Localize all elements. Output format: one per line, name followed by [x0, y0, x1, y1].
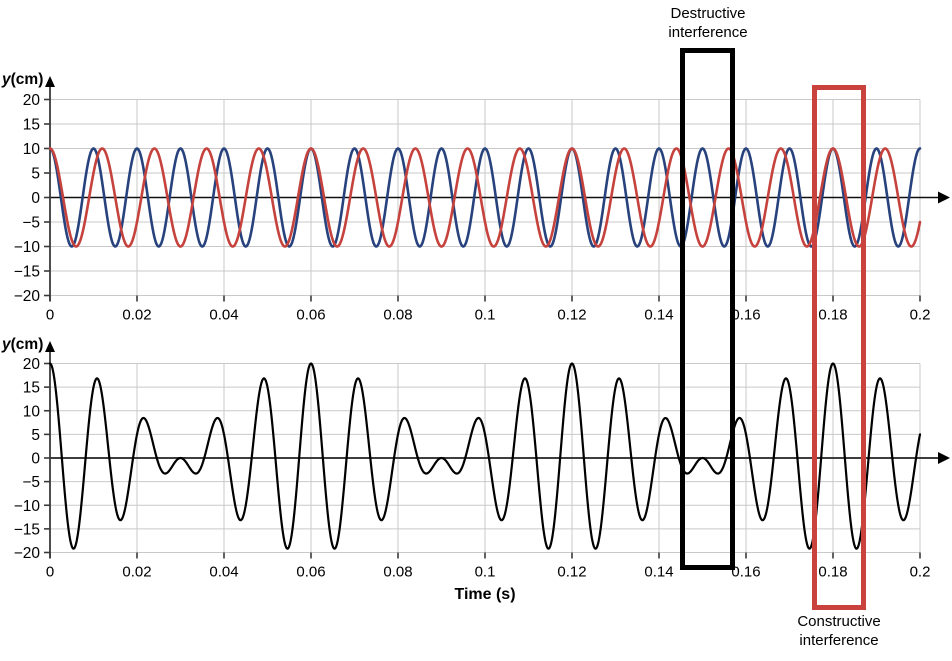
x-tick-label: 0.12 [557, 307, 586, 324]
y-tick-label: −5 [22, 215, 40, 232]
y-axis-arrow-icon [45, 341, 55, 352]
x-tick-label: 0.02 [122, 307, 151, 324]
x-tick-label: 0 [46, 564, 54, 581]
y-tick-label: −10 [14, 498, 41, 515]
x-tick-label: 0.14 [644, 307, 673, 324]
x-tick-label: 0.2 [910, 307, 931, 324]
bottom-plot-y-axis-label: y(cm) [2, 336, 50, 354]
x-tick-label: 0.04 [209, 564, 238, 581]
y-axis-unit: (cm) [10, 71, 44, 88]
y-tick-label: 20 [23, 92, 41, 109]
x-tick-label: 0.12 [557, 564, 586, 581]
destructive-interference-label: Destructive interference [668, 5, 748, 41]
x-tick-label: 0.14 [644, 564, 673, 581]
x-tick-label: 0.04 [209, 307, 238, 324]
x-tick-label: 0.08 [383, 564, 412, 581]
y-tick-label: 0 [31, 451, 40, 468]
x-tick-label: 0.16 [731, 564, 760, 581]
x-tick-label: 0.18 [818, 564, 847, 581]
y-tick-label: 0 [31, 190, 40, 207]
y-tick-label: −20 [14, 545, 41, 562]
x-axis-arrow-icon [938, 452, 950, 464]
x-tick-label: 0.06 [296, 564, 325, 581]
y-tick-label: 10 [23, 141, 41, 158]
x-tick-label: 0.1 [475, 307, 496, 324]
bottom-plot-y-axis [45, 341, 55, 559]
x-tick-label: 0.16 [731, 307, 760, 324]
y-tick-label: −15 [14, 521, 40, 538]
y-tick-label: 15 [23, 117, 40, 134]
y-tick-label: 15 [23, 380, 40, 397]
constructive-interference-label: Constructive interference [797, 613, 881, 649]
bottom-plot-y-ticks: 20 15 10 5 0 −5 −10 −15 −20 [14, 356, 50, 562]
y-tick-label: 10 [23, 403, 41, 420]
destructive-interference-box [680, 48, 735, 570]
y-axis-arrow-icon [45, 76, 55, 87]
x-tick-label: 0.06 [296, 307, 325, 324]
bottom-plot-x-axis [50, 452, 950, 464]
constructive-interference-box [812, 85, 866, 610]
top-plot-x-ticks: 0 0.02 0.04 0.06 0.08 0.1 0.12 0.14 0.16 0.18 0.2 [46, 295, 931, 324]
y-tick-label: −15 [14, 264, 40, 281]
y-tick-label: 20 [23, 356, 41, 373]
x-tick-label: 0 [46, 307, 54, 324]
wave-1-curve [48, 147, 922, 248]
x-tick-label: 0.2 [910, 564, 931, 581]
x-axis-arrow-icon [938, 191, 950, 204]
top-plot-y-axis [45, 76, 55, 302]
y-axis-variable: y [2, 336, 11, 353]
superposition-wave-curve [48, 362, 922, 550]
y-tick-label: 5 [31, 427, 40, 444]
bottom-plot-x-ticks: 0 0.02 0.04 0.06 0.08 0.1 0.12 0.14 0.16 0.18 0.2 [46, 552, 931, 581]
x-tick-label: 0.18 [818, 307, 847, 324]
top-plot-y-axis-label: y(cm) [2, 71, 50, 89]
x-tick-label: 0.02 [122, 564, 151, 581]
y-axis-unit: (cm) [10, 336, 44, 353]
y-axis-variable: y [2, 71, 11, 88]
time-axis-label: Time (s) [454, 586, 516, 603]
y-tick-label: −10 [14, 239, 41, 256]
top-plot-x-axis [50, 191, 950, 204]
y-tick-label: −20 [14, 288, 41, 305]
top-plot-y-ticks: 20 15 10 5 0 −5 −10 −15 −20 [14, 92, 50, 305]
y-tick-label: −5 [22, 474, 40, 491]
wave-2-curve [48, 147, 922, 248]
x-tick-label: 0.1 [475, 564, 496, 581]
x-tick-label: 0.08 [383, 307, 412, 324]
y-tick-label: 5 [31, 166, 40, 183]
